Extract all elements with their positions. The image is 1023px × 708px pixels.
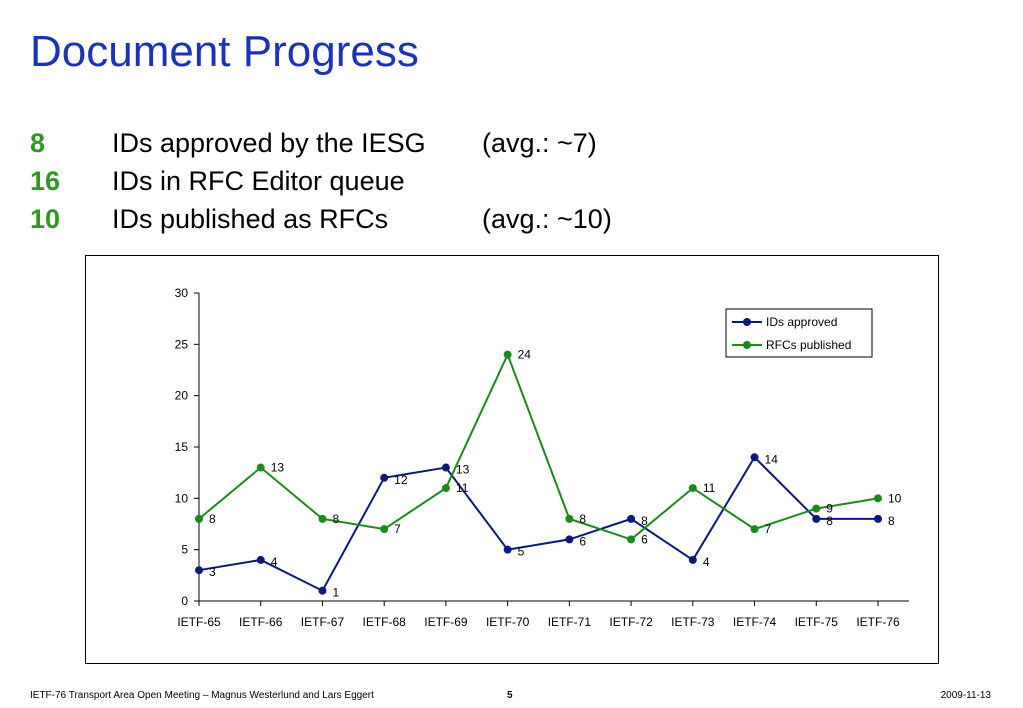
data-label: 4	[703, 555, 710, 569]
series-line-2	[198, 352, 879, 541]
x-tick-label: IETF-76	[856, 615, 900, 629]
y-tick-label: 10	[175, 491, 189, 505]
data-point	[441, 463, 450, 472]
data-point	[256, 555, 265, 564]
data-label: 8	[888, 514, 895, 528]
data-point	[627, 535, 636, 544]
stat-queue-value: 16	[30, 166, 61, 196]
footer-meeting: IETF-76 Transport Area Open Meeting – Ma…	[30, 690, 374, 701]
data-label: 7	[394, 522, 401, 536]
data-point	[874, 494, 882, 503]
x-tick-label: IETF-71	[548, 615, 592, 629]
data-label: 6	[641, 532, 648, 546]
legend-swatch-marker	[743, 341, 751, 349]
stat-queue-text: IDs in RFC Editor queue	[112, 166, 405, 196]
data-label: 12	[394, 473, 408, 487]
data-point	[812, 504, 821, 513]
data-label: 8	[579, 512, 586, 526]
data-point	[503, 545, 512, 554]
data-label: 24	[518, 348, 532, 362]
slide-title: Document Progress	[30, 27, 419, 76]
data-label: 14	[765, 452, 779, 466]
data-point	[195, 566, 203, 575]
y-tick-label: 5	[181, 543, 188, 557]
data-label: 6	[579, 534, 586, 548]
data-point	[503, 350, 512, 359]
data-point	[874, 514, 882, 523]
x-tick-label: IETF-72	[609, 615, 653, 629]
data-point	[565, 514, 574, 523]
series-line-1	[198, 455, 878, 593]
data-point	[380, 525, 389, 534]
data-point	[750, 453, 759, 462]
data-label: 10	[888, 491, 902, 505]
data-label: 13	[271, 461, 285, 475]
y-tick-label: 20	[175, 389, 189, 403]
data-point	[441, 484, 450, 493]
data-label: 11	[703, 481, 716, 495]
y-tick-label: 0	[181, 594, 188, 608]
data-label: 9	[826, 502, 833, 516]
x-tick-label: IETF-70	[486, 615, 530, 629]
data-point	[750, 525, 759, 534]
y-tick-label: 15	[175, 440, 189, 454]
data-label: 8	[332, 512, 339, 526]
legend-swatch-marker	[743, 318, 751, 326]
stat-published-value: 10	[30, 204, 61, 234]
data-point	[195, 514, 203, 523]
data-label: 13	[456, 463, 470, 477]
data-label: 1	[332, 586, 339, 600]
data-label: 4	[271, 555, 278, 569]
legend-box	[725, 308, 873, 358]
data-label: 8	[826, 514, 833, 528]
data-point	[380, 473, 389, 482]
x-tick-label: IETF-74	[733, 615, 777, 629]
data-label: 11	[456, 481, 469, 495]
footer-date: 2009-11-13	[940, 690, 991, 701]
x-tick-label: IETF-66	[239, 615, 283, 629]
data-label: 8	[641, 514, 648, 528]
data-label: 7	[765, 522, 772, 536]
stat-approved-value: 8	[30, 128, 46, 158]
data-point	[565, 535, 574, 544]
data-point	[318, 514, 327, 523]
y-tick-label: 25	[175, 337, 189, 351]
data-point	[688, 484, 697, 493]
stat-approved-avg: (avg.: ~7)	[482, 128, 597, 158]
data-point	[256, 463, 265, 472]
data-label: 8	[209, 512, 216, 526]
data-point	[812, 514, 821, 523]
footer-page-number: 5	[507, 690, 513, 701]
x-tick-label: IETF-75	[795, 615, 839, 629]
data-label: 3	[209, 565, 216, 579]
stat-published-avg: (avg.: ~10)	[482, 204, 612, 234]
x-tick-label: IETF-69	[424, 615, 468, 629]
x-tick-label: IETF-73	[671, 615, 715, 629]
stat-published-text: IDs published as RFCs	[112, 204, 389, 234]
data-point	[627, 514, 636, 523]
legend-label: RFCs published	[766, 338, 851, 352]
chart-frame: 0 5 10 15 20 25 30 IETF-65 IETF-66 IETF-67 IETF-68…	[85, 255, 939, 664]
data-point	[318, 586, 327, 595]
stat-approved-text: IDs approved by the IESG	[112, 128, 426, 158]
x-tick-label: IETF-65	[177, 615, 221, 629]
legend-label: IDs approved	[766, 315, 837, 329]
x-tick-label: IETF-67	[301, 615, 345, 629]
data-point	[688, 555, 697, 564]
data-label: 5	[518, 545, 525, 559]
x-tick-label: IETF-68	[363, 615, 407, 629]
y-tick-label: 30	[175, 286, 189, 300]
